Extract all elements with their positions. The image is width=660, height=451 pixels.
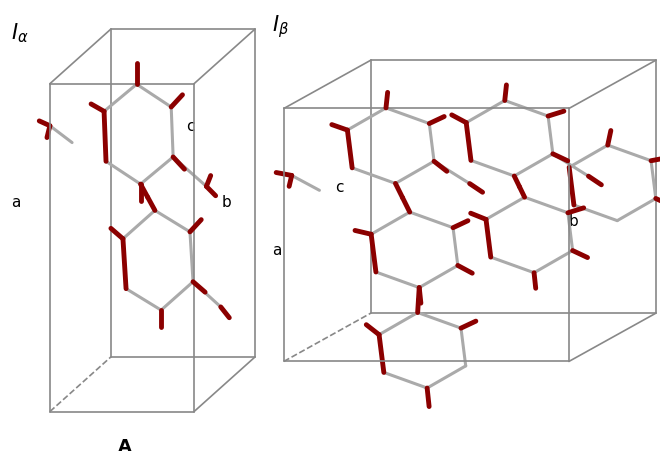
Text: a: a	[272, 243, 281, 258]
Text: B: B	[436, 449, 449, 451]
Text: $I_\alpha$: $I_\alpha$	[11, 22, 28, 45]
Text: c: c	[185, 119, 194, 134]
Text: b: b	[222, 194, 232, 209]
Text: c: c	[335, 179, 344, 195]
Text: A: A	[117, 437, 132, 451]
Text: b: b	[569, 213, 579, 228]
Text: a: a	[11, 194, 20, 209]
Text: $I_\beta$: $I_\beta$	[272, 13, 289, 40]
